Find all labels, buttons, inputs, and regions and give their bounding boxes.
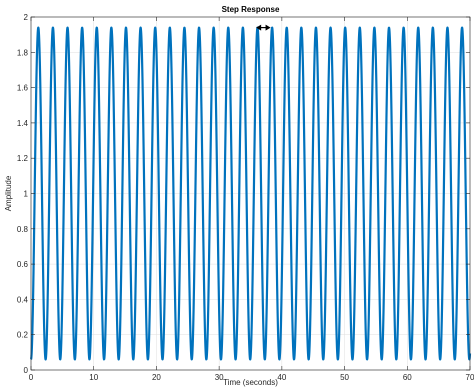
- series-group: [29, 26, 472, 361]
- y-tick-label: 0.2: [17, 331, 29, 340]
- y-tick-label: 1.8: [17, 48, 29, 57]
- x-tick-label: 40: [277, 373, 286, 382]
- x-tick-label: 10: [89, 373, 98, 382]
- x-tick-label: 70: [466, 373, 474, 382]
- chart-title: Step Response: [222, 5, 280, 14]
- y-tick-label: 2: [24, 13, 29, 22]
- y-tick-label: 1: [24, 190, 29, 199]
- x-tick-label: 20: [152, 373, 161, 382]
- y-tick-label: 0.4: [17, 295, 29, 304]
- x-tick-label: 30: [215, 373, 224, 382]
- series-line: [29, 26, 472, 361]
- annotation-group: [256, 24, 271, 31]
- x-axis-label: Time (seconds): [223, 378, 278, 387]
- x-tick-label: 0: [29, 373, 34, 382]
- y-tick-label: 1.4: [17, 119, 29, 128]
- y-tick-label: 0: [24, 366, 29, 375]
- y-tick-label: 0.6: [17, 260, 29, 269]
- y-tick-label: 1.6: [17, 84, 29, 93]
- y-tick-label: 1.2: [17, 154, 29, 163]
- y-axis-label: Amplitude: [4, 175, 13, 211]
- x-tick-label: 60: [403, 373, 412, 382]
- y-tick-label: 0.8: [17, 225, 29, 234]
- axis-ticks: 0 10 20 30 40 50 60 70 0 0.2 0.4 0.6 0.8 1 1.2 1.4 1.6 1.…: [17, 13, 474, 382]
- period-arrow-head-left: [256, 24, 262, 31]
- x-tick-label: 50: [340, 373, 349, 382]
- period-arrow-head-right: [265, 24, 271, 31]
